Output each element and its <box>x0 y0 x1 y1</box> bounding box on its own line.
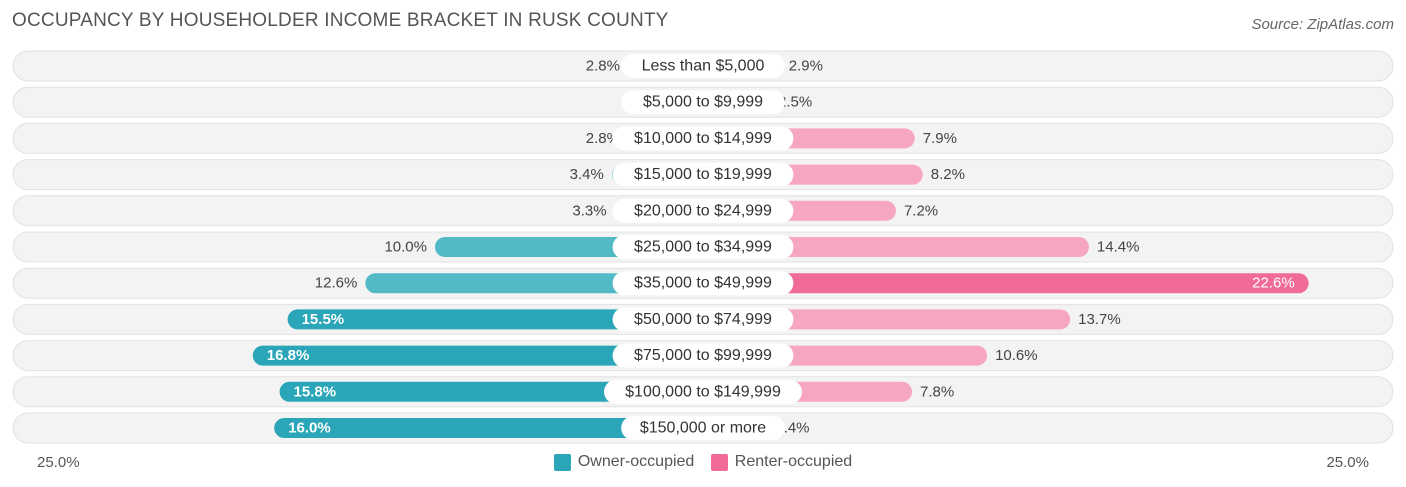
source-label: Source: ZipAtlas.com <box>1251 16 1394 33</box>
renter-value-label: 14.4% <box>1097 239 1140 256</box>
renter-value-label: 8.2% <box>931 166 965 183</box>
owner-value-label: 15.5% <box>302 311 345 328</box>
owner-bar <box>274 418 703 438</box>
legend: Owner-occupied Renter-occupied <box>0 453 1406 476</box>
category-pill <box>621 54 785 78</box>
category-pill <box>612 271 794 296</box>
category-label: $20,000 to $24,999 <box>634 202 772 219</box>
category-label: Less than $5,000 <box>642 58 765 75</box>
legend-swatch-owner <box>553 453 571 471</box>
renter-bar <box>703 273 1309 294</box>
axis-label-right: 25.0% <box>1326 454 1369 471</box>
category-pill <box>604 379 802 404</box>
owner-value-label: 12.6% <box>315 275 358 292</box>
category-pill <box>621 90 785 115</box>
owner-value-label: 16.0% <box>288 420 331 437</box>
category-label: $35,000 to $49,999 <box>634 275 772 292</box>
renter-bar <box>703 237 1089 257</box>
category-pill <box>612 235 794 259</box>
owner-value-label: 3.3% <box>572 202 606 219</box>
chart-plot: 2.8%2.9%Less than $5,0000.8%2.5%$5,000 t… <box>12 50 1394 444</box>
renter-value-label: 10.6% <box>995 347 1038 364</box>
renter-value-label: 7.9% <box>923 130 957 147</box>
category-pill <box>612 343 794 368</box>
category-pill <box>612 198 794 223</box>
renter-value-label: 22.6% <box>1252 275 1295 292</box>
renter-value-label: 13.7% <box>1078 311 1121 328</box>
owner-value-label: 2.8% <box>586 58 620 75</box>
owner-value-label: 3.4% <box>570 166 604 183</box>
legend-label-renter: Renter-occupied <box>734 453 853 470</box>
category-label: $50,000 to $74,999 <box>634 311 772 328</box>
renter-value-label: 2.5% <box>778 94 812 111</box>
axis-label-left: 25.0% <box>37 454 80 471</box>
category-label: $10,000 to $14,999 <box>634 130 772 147</box>
renter-bar <box>703 309 1071 330</box>
category-label: $5,000 to $9,999 <box>643 94 763 111</box>
renter-value-label: 7.2% <box>904 202 938 219</box>
category-pill <box>621 416 785 440</box>
chart-title: OCCUPANCY BY HOUSEHOLDER INCOME BRACKET … <box>12 10 669 31</box>
category-label: $15,000 to $19,999 <box>634 166 772 183</box>
category-pill <box>612 162 794 187</box>
renter-value-label: 7.8% <box>920 383 954 400</box>
category-label: $25,000 to $34,999 <box>634 239 772 256</box>
category-pill <box>612 307 794 332</box>
owner-value-label: 2.8% <box>586 130 620 147</box>
owner-value-label: 10.0% <box>384 239 427 256</box>
owner-value-label: 15.8% <box>294 383 337 400</box>
legend-swatch-renter <box>710 453 728 471</box>
renter-value-label: 2.9% <box>789 58 823 75</box>
owner-value-label: 16.8% <box>267 347 310 364</box>
category-label: $100,000 to $149,999 <box>625 383 781 400</box>
owner-bar <box>287 309 703 330</box>
category-label: $75,000 to $99,999 <box>634 347 772 364</box>
legend-item-owner: Owner-occupied <box>553 453 695 471</box>
owner-bar <box>279 381 703 402</box>
legend-item-renter: Renter-occupied <box>710 453 853 471</box>
category-pill <box>612 126 794 151</box>
category-label: $150,000 or more <box>640 420 766 437</box>
owner-bar <box>252 345 703 366</box>
legend-label-owner: Owner-occupied <box>577 453 695 470</box>
